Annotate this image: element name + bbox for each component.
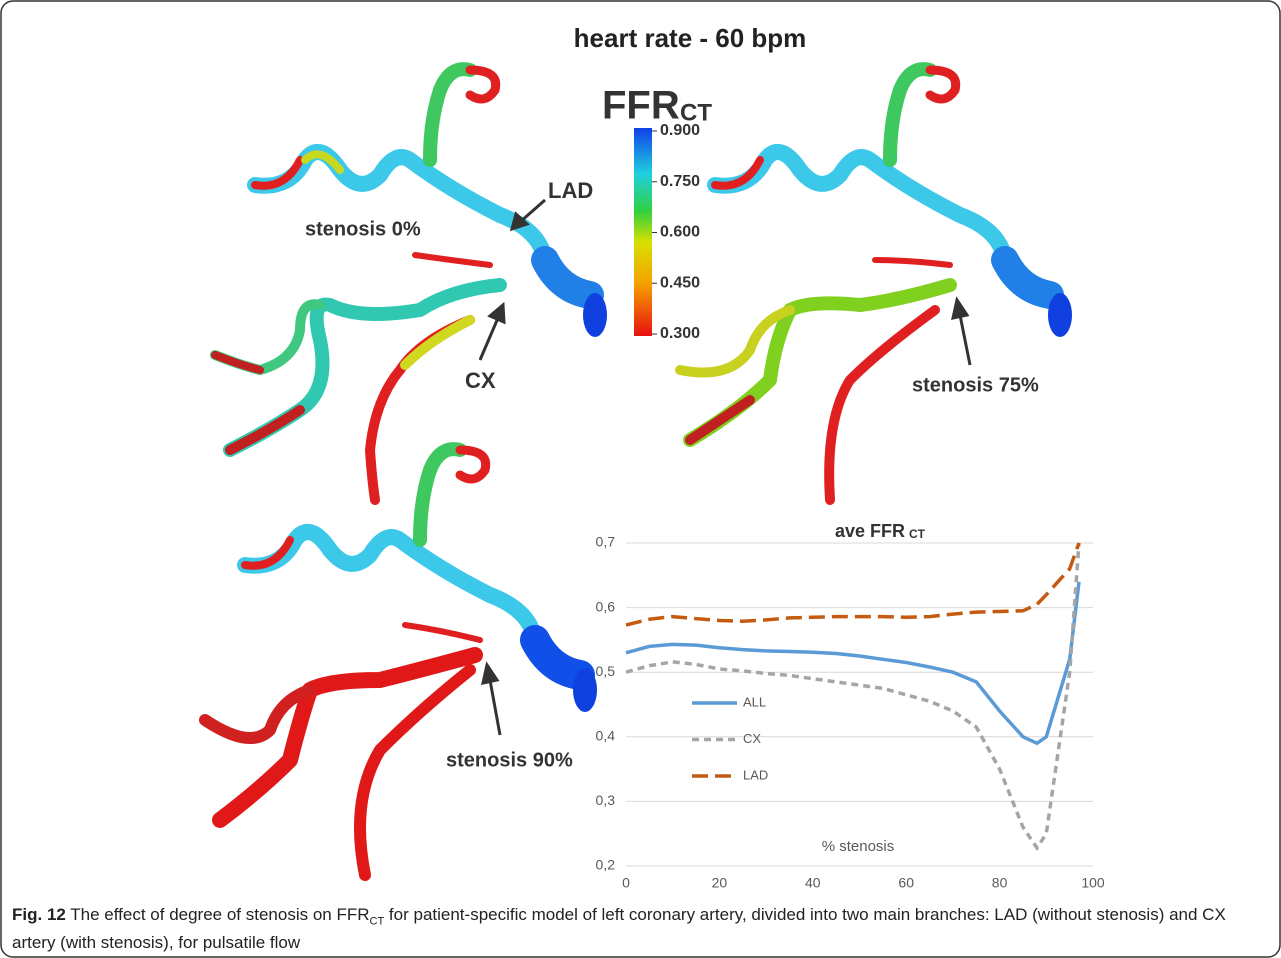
x-tick-label: 0 (622, 875, 630, 891)
x-tick-label: 40 (805, 875, 821, 891)
x-tick-label: 20 (712, 875, 728, 891)
chart-title-subscript: CT (909, 527, 926, 541)
caption-label: Fig. 12 (12, 905, 66, 924)
colorbar-tick-label: 0.900 (660, 122, 700, 139)
annotation: stenosis 75% (912, 374, 1039, 396)
colorbar-tick-label: 0.300 (660, 325, 700, 342)
x-tick-label: 60 (898, 875, 914, 891)
line-series (625, 542, 1081, 627)
colorbar-tick-label: 0.750 (660, 173, 700, 190)
chart: ave FFR CT 0,2 0,3 0,4 0,5 0,6 0,7 0 20 40 60 80 100%… (596, 521, 1105, 891)
colorbar-tick-label: 0.450 (660, 274, 700, 291)
x-tick-label: 100 (1081, 875, 1105, 891)
caption-subscript: CT (369, 915, 385, 928)
line-series (625, 581, 1081, 746)
y-tick-label: 0,4 (596, 728, 616, 744)
annotation: stenosis 90% (446, 749, 573, 771)
y-tick-label: 0,5 (596, 663, 616, 679)
annotation: LAD (548, 178, 593, 203)
artery-model (210, 62, 607, 505)
y-tick-label: 0,6 (596, 598, 616, 614)
annotation: stenosis 0% (305, 218, 421, 240)
figure-title: heart rate - 60 bpm (574, 23, 807, 53)
y-tick-label: 0,7 (596, 534, 616, 550)
artery-model (675, 62, 1072, 505)
colorbar-tick-label: 0.600 (660, 224, 700, 241)
caption-text: The effect of degree of stenosis on FFR (70, 905, 370, 924)
caption-text: for patient-specific model of left coron… (12, 905, 1226, 953)
legend-label: CX (743, 731, 761, 746)
artery-model (199, 442, 597, 881)
y-tick-label: 0,3 (596, 792, 616, 808)
colorbar-label-subscript: CT (680, 99, 712, 126)
y-tick-label: 0,2 (596, 857, 616, 873)
chart-title: ave FFR (835, 521, 905, 541)
colorbar-label: FFR (602, 84, 680, 128)
colorbar (634, 128, 652, 336)
line-series (625, 542, 1081, 852)
caption: Fig. 12 The effect of degree of stenosis… (12, 904, 1267, 954)
legend-label: LAD (743, 767, 768, 782)
x-tick-label: 80 (992, 875, 1008, 891)
colorbar-ticks: 0.900 0.750 0.600 0.450 0.300 (652, 122, 700, 342)
x-axis-label: % stenosis (822, 838, 895, 855)
arrows (478, 198, 972, 736)
annotation: CX (465, 368, 496, 393)
legend-label: ALL (743, 694, 766, 709)
